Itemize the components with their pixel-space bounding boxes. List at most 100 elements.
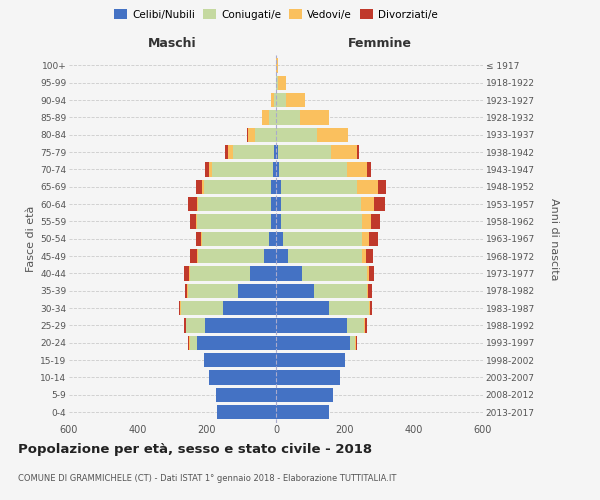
Bar <box>331 145 357 159</box>
Bar <box>264 249 276 263</box>
Bar <box>280 162 347 176</box>
Bar <box>276 353 345 367</box>
Bar <box>184 318 185 332</box>
Bar <box>276 145 278 159</box>
Bar <box>283 232 362 246</box>
Bar <box>185 284 187 298</box>
Bar <box>374 197 385 211</box>
Bar <box>281 180 357 194</box>
Bar <box>276 93 286 107</box>
Bar <box>190 266 250 280</box>
Bar <box>197 249 199 263</box>
Bar <box>196 180 202 194</box>
Bar <box>302 266 367 280</box>
Bar <box>364 318 365 332</box>
Bar <box>179 301 181 315</box>
Bar <box>201 232 202 246</box>
Bar <box>190 249 197 263</box>
Bar <box>350 336 355 350</box>
Bar <box>371 214 380 228</box>
Bar <box>300 110 329 124</box>
Bar <box>276 180 281 194</box>
Bar <box>189 336 190 350</box>
Bar <box>203 180 271 194</box>
Bar <box>286 93 305 107</box>
Bar <box>361 197 374 211</box>
Bar <box>184 266 189 280</box>
Bar <box>196 232 201 246</box>
Bar <box>228 145 233 159</box>
Bar <box>203 353 276 367</box>
Bar <box>362 232 369 246</box>
Bar <box>271 214 276 228</box>
Bar <box>262 110 269 124</box>
Bar <box>276 76 278 90</box>
Bar <box>367 284 368 298</box>
Bar <box>369 301 370 315</box>
Bar <box>269 110 276 124</box>
Bar <box>185 318 187 332</box>
Bar <box>276 197 281 211</box>
Bar <box>199 249 264 263</box>
Bar <box>205 162 209 176</box>
Bar <box>197 336 276 350</box>
Bar <box>276 249 288 263</box>
Bar <box>250 266 276 280</box>
Bar <box>276 405 329 419</box>
Bar <box>370 301 372 315</box>
Bar <box>271 93 274 107</box>
Bar <box>209 370 276 384</box>
Bar <box>225 145 228 159</box>
Bar <box>188 336 189 350</box>
Bar <box>276 284 314 298</box>
Bar <box>274 93 276 107</box>
Bar <box>217 405 276 419</box>
Bar <box>276 58 278 72</box>
Bar <box>256 128 276 142</box>
Bar <box>187 284 188 298</box>
Bar <box>199 197 271 211</box>
Bar <box>188 197 197 211</box>
Bar <box>281 214 362 228</box>
Bar <box>276 128 317 142</box>
Bar <box>238 284 276 298</box>
Bar <box>223 301 276 315</box>
Text: COMUNE DI GRAMMICHELE (CT) - Dati ISTAT 1° gennaio 2018 - Elaborazione TUTTITALI: COMUNE DI GRAMMICHELE (CT) - Dati ISTAT … <box>18 474 397 483</box>
Bar <box>367 266 369 280</box>
Bar <box>189 266 190 280</box>
Bar <box>357 180 378 194</box>
Bar <box>369 266 374 280</box>
Bar <box>362 249 366 263</box>
Bar <box>209 162 212 176</box>
Bar <box>190 336 197 350</box>
Bar <box>276 162 280 176</box>
Bar <box>281 197 361 211</box>
Bar <box>190 214 196 228</box>
Bar <box>276 336 350 350</box>
Text: Popolazione per età, sesso e stato civile - 2018: Popolazione per età, sesso e stato civil… <box>18 442 372 456</box>
Y-axis label: Anni di nascita: Anni di nascita <box>549 198 559 280</box>
Bar <box>314 284 367 298</box>
Bar <box>202 180 203 194</box>
Bar <box>205 318 276 332</box>
Bar <box>276 214 281 228</box>
Bar <box>187 318 205 332</box>
Text: Maschi: Maschi <box>148 37 197 50</box>
Bar <box>271 197 276 211</box>
Bar <box>197 214 271 228</box>
Legend: Celibi/Nubili, Coniugati/e, Vedovi/e, Divorziati/e: Celibi/Nubili, Coniugati/e, Vedovi/e, Di… <box>110 5 442 24</box>
Bar <box>276 110 300 124</box>
Bar <box>362 214 371 228</box>
Bar <box>269 232 276 246</box>
Bar <box>347 162 367 176</box>
Bar <box>276 318 347 332</box>
Bar <box>369 232 378 246</box>
Bar <box>274 145 276 159</box>
Bar <box>276 266 302 280</box>
Bar <box>188 284 238 298</box>
Bar <box>357 145 359 159</box>
Bar <box>368 284 372 298</box>
Bar <box>272 162 276 176</box>
Bar <box>365 318 367 332</box>
Bar <box>196 214 197 228</box>
